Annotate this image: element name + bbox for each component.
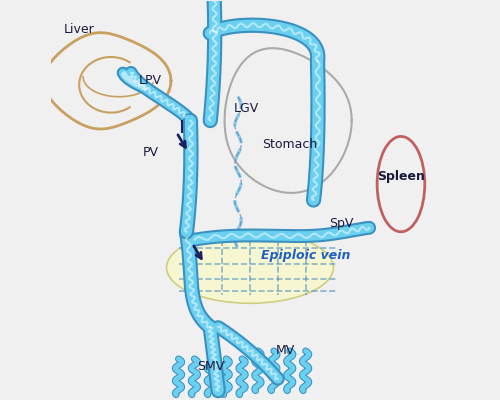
Text: Epiploic vein: Epiploic vein [261,249,350,262]
Text: PV: PV [142,146,158,159]
Text: Liver: Liver [64,23,94,36]
Text: MV: MV [276,344,295,358]
Text: SpV: SpV [329,217,353,230]
Ellipse shape [166,232,334,303]
Text: LPV: LPV [139,74,162,87]
Text: Spleen: Spleen [377,170,425,183]
Text: Stomach: Stomach [262,138,318,151]
Text: LGV: LGV [234,102,258,115]
Text: SMV: SMV [196,360,224,373]
